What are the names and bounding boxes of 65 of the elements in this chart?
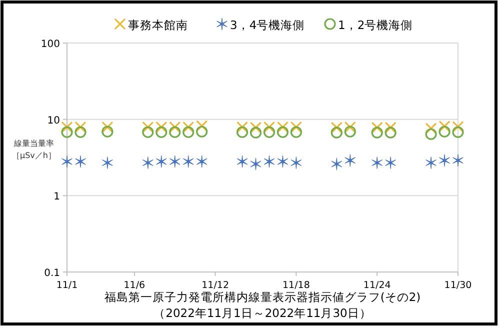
point (75, 155, 86, 168)
point (438, 120, 450, 132)
point (330, 126, 342, 138)
point (142, 126, 154, 138)
point (439, 154, 450, 166)
point (344, 154, 356, 166)
point (183, 155, 194, 168)
legend-label: 事務本館南 (128, 18, 188, 32)
point (250, 122, 262, 134)
point (74, 126, 86, 138)
point (102, 126, 114, 138)
point (170, 155, 180, 168)
point (371, 126, 383, 138)
point (236, 155, 248, 168)
point (277, 155, 288, 168)
text: （2022年11月1日～2022年11月30日） (154, 306, 372, 320)
point (384, 126, 396, 138)
x-tick-label: 11/6 (124, 280, 146, 291)
point (426, 156, 436, 169)
point (425, 128, 437, 140)
x-tick-label: 11/1 (56, 280, 78, 291)
point (452, 120, 464, 132)
point (236, 126, 248, 138)
y-tick-label: 100 (40, 39, 60, 50)
point (142, 156, 154, 169)
text: 福島第一原子力発電所構内線量表示器指示値グラフ(その2) (104, 290, 421, 304)
point (344, 121, 356, 133)
point (372, 156, 382, 169)
point (452, 154, 464, 166)
point (196, 155, 208, 168)
point (156, 126, 168, 138)
point (61, 126, 73, 138)
x-tick-label: 11/30 (444, 280, 472, 291)
point (102, 121, 114, 133)
point (344, 126, 356, 138)
point (264, 155, 275, 168)
point (425, 122, 437, 134)
point (452, 126, 464, 138)
y-tick-label: 0.1 (44, 268, 60, 279)
y-axis-title: 線量当量率［μSv／h］ (12, 139, 56, 160)
point (438, 126, 450, 138)
x-tick-label: 11/18 (282, 280, 310, 291)
point (331, 158, 342, 170)
point (330, 122, 342, 134)
point (62, 155, 72, 168)
point (250, 158, 262, 170)
y-tick-label: 10 (47, 115, 60, 126)
point (196, 126, 208, 138)
point (156, 155, 167, 168)
legend-label: 3，4号機海側 (230, 18, 305, 32)
y-tick-label: 1 (54, 192, 60, 203)
x-tick-label: 11/12 (202, 280, 230, 291)
point (290, 156, 302, 169)
point (169, 126, 181, 138)
point (276, 126, 289, 138)
point (196, 120, 208, 132)
point (290, 126, 302, 138)
point (102, 156, 113, 169)
x-tick-label: 11/24 (363, 280, 391, 291)
point (263, 126, 276, 138)
point (385, 156, 396, 169)
legend-label: 1，2号機海側 (338, 18, 413, 32)
point (250, 126, 262, 138)
point (236, 121, 248, 133)
point (182, 126, 194, 138)
